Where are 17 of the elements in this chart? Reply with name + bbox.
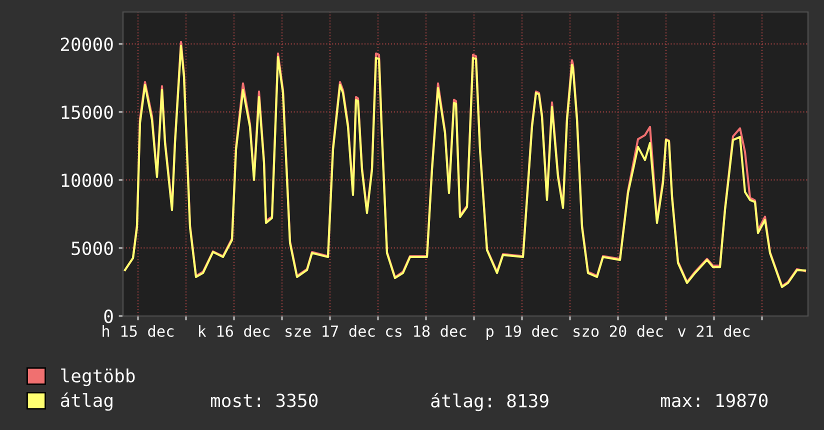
x-tick-label: v 21 dec — [678, 325, 750, 337]
text: most: 3350 — [210, 394, 318, 408]
x-tick-label: p 19 dec — [486, 325, 558, 340]
text: átlag: 8139 — [431, 392, 548, 412]
y-tick-label: 10000 — [62, 173, 113, 188]
legend-label: átlag — [60, 392, 112, 411]
y-tick-label: 20000 — [60, 37, 113, 52]
x-tick-label: sze 17 dec — [286, 325, 375, 337]
y-tick-label: 15000 — [62, 105, 113, 120]
x-tick-label: cs 18 dec — [386, 325, 466, 337]
legend-label: legtöbb — [61, 368, 135, 386]
y-tick-label: 5000 — [72, 242, 113, 256]
x-tick-label: k 16 dec — [198, 325, 270, 337]
x-tick-label: h 15 dec — [102, 325, 174, 337]
x-tick-label: szo 20 dec — [574, 325, 663, 337]
text: max: 19870 — [660, 394, 768, 408]
y-tick-label: 0 — [104, 310, 113, 324]
